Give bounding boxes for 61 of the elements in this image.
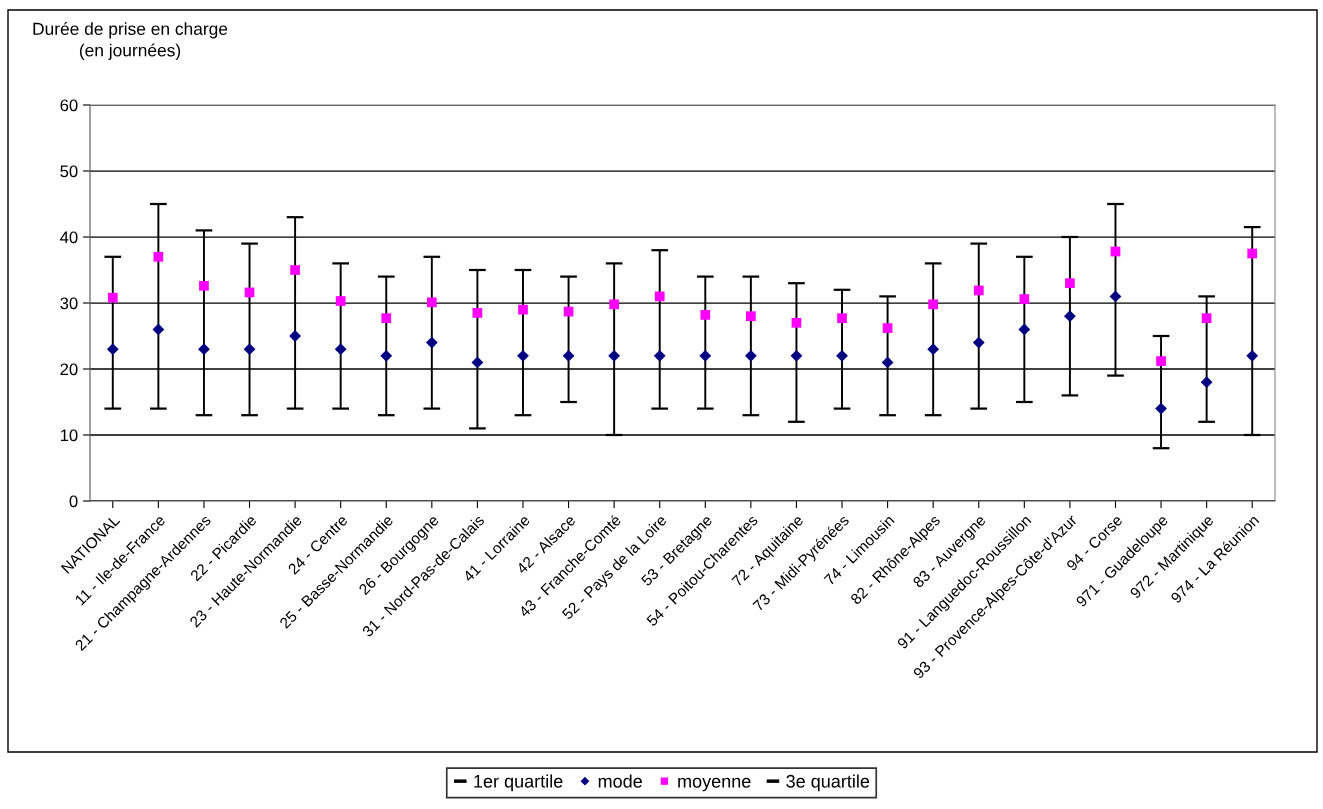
point (243, 343, 256, 356)
y-tick-label: 50 (60, 165, 78, 178)
point (472, 308, 483, 318)
point (107, 292, 118, 303)
point (790, 349, 803, 362)
point (1156, 356, 1166, 366)
y-tick-label: 0 (69, 495, 78, 508)
point (562, 349, 575, 362)
point (744, 349, 757, 362)
point (1247, 248, 1258, 259)
point (882, 323, 893, 333)
point (881, 356, 894, 369)
point (198, 343, 210, 356)
point (1064, 310, 1076, 323)
y-tick-label: 60 (60, 99, 78, 112)
point (471, 356, 484, 369)
point (973, 285, 984, 296)
legend-label: mode (598, 774, 642, 788)
point (152, 323, 165, 336)
point (837, 313, 847, 324)
legend-label: moyenne (678, 777, 751, 792)
point (1155, 402, 1167, 415)
point (1246, 349, 1259, 362)
point (380, 349, 393, 362)
legend-label: 1er quartile (474, 774, 563, 792)
y-tick-label: 40 (60, 231, 78, 244)
point (426, 297, 437, 308)
point (972, 336, 985, 349)
point (518, 304, 528, 315)
point (1065, 278, 1075, 289)
y-tick-label: 30 (60, 297, 78, 310)
point (335, 296, 346, 306)
point (334, 343, 347, 356)
point (1200, 376, 1213, 389)
point (199, 280, 209, 291)
y-tick-label: 10 (60, 429, 78, 442)
point (791, 317, 802, 328)
point (1201, 313, 1212, 324)
point (609, 299, 619, 310)
y-axis-title: Durée de prise en charge (en journées) (33, 22, 228, 60)
point (608, 349, 621, 362)
point (927, 343, 940, 356)
point (290, 265, 300, 275)
point (1019, 294, 1030, 304)
point (425, 336, 438, 349)
point (1109, 290, 1122, 303)
y-tick-label: 20 (60, 363, 78, 376)
point (654, 291, 665, 302)
point (836, 349, 848, 362)
point (517, 349, 529, 362)
point (700, 310, 711, 320)
point (1018, 323, 1031, 336)
point (289, 330, 301, 342)
point (928, 299, 939, 310)
point (653, 349, 666, 362)
point (699, 349, 712, 362)
point (746, 311, 756, 322)
point (381, 313, 392, 324)
point (153, 251, 164, 262)
point (106, 343, 119, 356)
legend-label: 3e quartile (786, 774, 870, 792)
